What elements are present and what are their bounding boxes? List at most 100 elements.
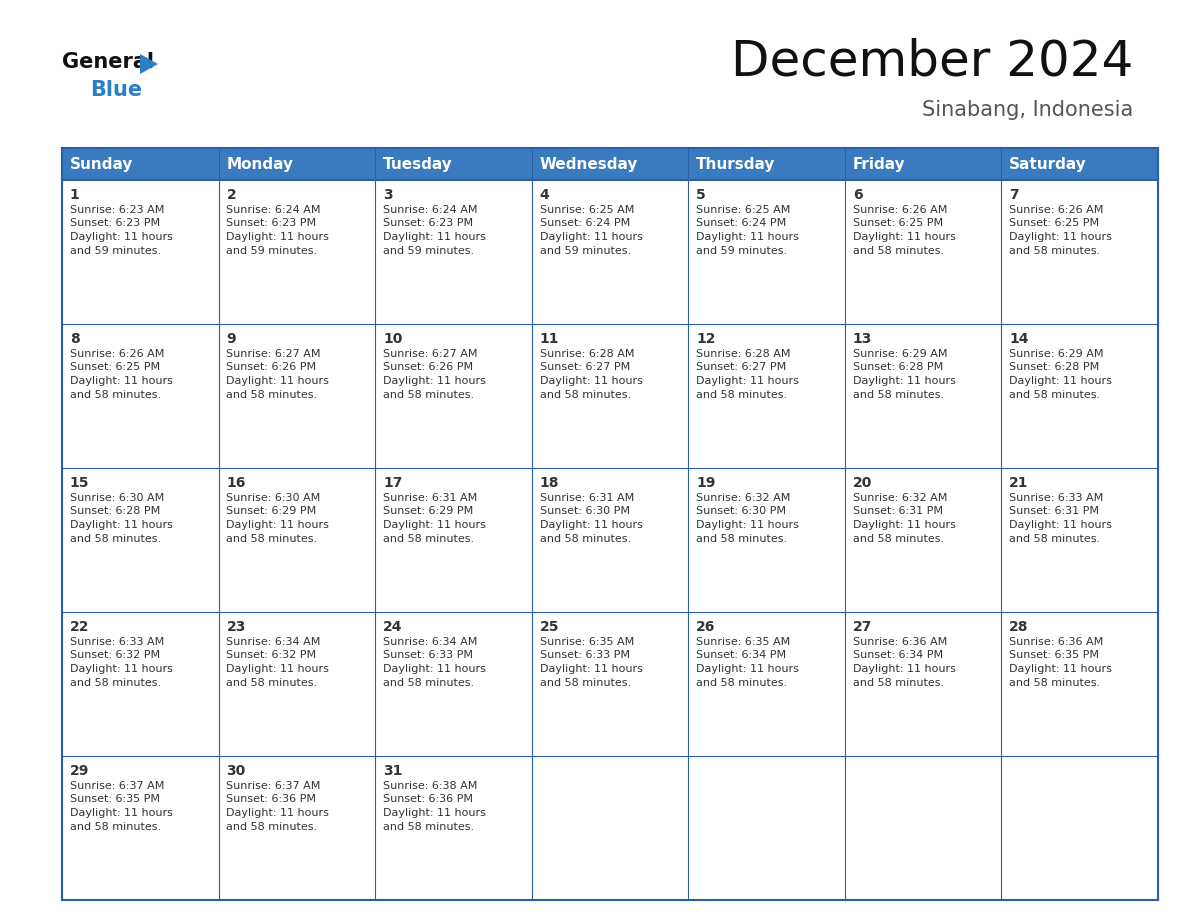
Bar (845, 612, 1001, 756)
Text: Sunset: 6:23 PM: Sunset: 6:23 PM (383, 218, 473, 229)
Text: and 58 minutes.: and 58 minutes. (853, 677, 943, 688)
Text: 18: 18 (539, 476, 560, 490)
Text: 21: 21 (1010, 476, 1029, 490)
Text: and 58 minutes.: and 58 minutes. (1010, 245, 1100, 255)
Text: Sunrise: 6:23 AM: Sunrise: 6:23 AM (70, 205, 164, 215)
Text: Sunset: 6:25 PM: Sunset: 6:25 PM (1010, 218, 1099, 229)
Text: Sunrise: 6:27 AM: Sunrise: 6:27 AM (227, 349, 321, 359)
Text: 30: 30 (227, 764, 246, 778)
Text: Sunset: 6:32 PM: Sunset: 6:32 PM (70, 651, 160, 660)
Text: Daylight: 11 hours: Daylight: 11 hours (383, 232, 486, 242)
Bar (532, 612, 688, 756)
Bar (1001, 756, 1158, 900)
Text: Daylight: 11 hours: Daylight: 11 hours (539, 376, 643, 386)
Text: and 59 minutes.: and 59 minutes. (227, 245, 317, 255)
Text: Sunrise: 6:35 AM: Sunrise: 6:35 AM (539, 637, 633, 647)
Bar (375, 612, 532, 756)
Text: Sunset: 6:27 PM: Sunset: 6:27 PM (539, 363, 630, 373)
Bar (688, 468, 845, 612)
Text: 3: 3 (383, 188, 392, 202)
Text: General: General (62, 52, 154, 72)
Bar (532, 756, 688, 900)
Text: Sunset: 6:33 PM: Sunset: 6:33 PM (539, 651, 630, 660)
Text: 29: 29 (70, 764, 89, 778)
Text: Sunrise: 6:32 AM: Sunrise: 6:32 AM (696, 493, 790, 503)
Bar (1001, 468, 1158, 612)
Bar (375, 756, 532, 900)
Text: and 58 minutes.: and 58 minutes. (1010, 533, 1100, 543)
Text: 16: 16 (227, 476, 246, 490)
Text: Sunrise: 6:33 AM: Sunrise: 6:33 AM (1010, 493, 1104, 503)
Text: Sunset: 6:27 PM: Sunset: 6:27 PM (696, 363, 786, 373)
Text: Daylight: 11 hours: Daylight: 11 hours (539, 664, 643, 674)
Text: Sunset: 6:35 PM: Sunset: 6:35 PM (70, 794, 160, 804)
Text: Sunrise: 6:36 AM: Sunrise: 6:36 AM (853, 637, 947, 647)
Text: Sunset: 6:28 PM: Sunset: 6:28 PM (70, 507, 160, 517)
Text: Sunset: 6:29 PM: Sunset: 6:29 PM (227, 507, 317, 517)
Bar (688, 756, 845, 900)
Text: Sunset: 6:34 PM: Sunset: 6:34 PM (853, 651, 943, 660)
Text: 7: 7 (1010, 188, 1019, 202)
Text: and 59 minutes.: and 59 minutes. (696, 245, 788, 255)
Text: Daylight: 11 hours: Daylight: 11 hours (70, 808, 172, 818)
Polygon shape (140, 54, 158, 74)
Text: Sunset: 6:26 PM: Sunset: 6:26 PM (227, 363, 316, 373)
Text: Sunrise: 6:29 AM: Sunrise: 6:29 AM (853, 349, 947, 359)
Text: Sunset: 6:24 PM: Sunset: 6:24 PM (539, 218, 630, 229)
Text: Daylight: 11 hours: Daylight: 11 hours (227, 376, 329, 386)
Text: Sunrise: 6:25 AM: Sunrise: 6:25 AM (539, 205, 634, 215)
Text: and 58 minutes.: and 58 minutes. (383, 677, 474, 688)
Text: 26: 26 (696, 620, 715, 634)
Bar (845, 148, 1001, 180)
Bar (219, 324, 375, 468)
Text: Thursday: Thursday (696, 156, 776, 172)
Text: Daylight: 11 hours: Daylight: 11 hours (696, 376, 800, 386)
Text: Daylight: 11 hours: Daylight: 11 hours (383, 664, 486, 674)
Text: Sunday: Sunday (70, 156, 133, 172)
Text: Sunset: 6:23 PM: Sunset: 6:23 PM (70, 218, 160, 229)
Text: 6: 6 (853, 188, 862, 202)
Bar (219, 612, 375, 756)
Text: 9: 9 (227, 332, 236, 346)
Text: 19: 19 (696, 476, 715, 490)
Text: and 58 minutes.: and 58 minutes. (696, 677, 788, 688)
Bar (1001, 324, 1158, 468)
Text: and 58 minutes.: and 58 minutes. (227, 822, 317, 832)
Text: Daylight: 11 hours: Daylight: 11 hours (383, 376, 486, 386)
Bar (1001, 148, 1158, 180)
Text: Daylight: 11 hours: Daylight: 11 hours (853, 520, 955, 530)
Text: Sunrise: 6:29 AM: Sunrise: 6:29 AM (1010, 349, 1104, 359)
Text: Sunrise: 6:35 AM: Sunrise: 6:35 AM (696, 637, 790, 647)
Bar (845, 180, 1001, 324)
Text: Sunrise: 6:38 AM: Sunrise: 6:38 AM (383, 781, 478, 791)
Text: 24: 24 (383, 620, 403, 634)
Bar (845, 324, 1001, 468)
Bar (62, 612, 219, 756)
Text: and 58 minutes.: and 58 minutes. (227, 677, 317, 688)
Text: and 58 minutes.: and 58 minutes. (70, 822, 160, 832)
Text: and 59 minutes.: and 59 minutes. (383, 245, 474, 255)
Text: Daylight: 11 hours: Daylight: 11 hours (1010, 664, 1112, 674)
Text: and 58 minutes.: and 58 minutes. (853, 389, 943, 399)
Text: Sunrise: 6:32 AM: Sunrise: 6:32 AM (853, 493, 947, 503)
Bar (1001, 612, 1158, 756)
Bar (375, 180, 532, 324)
Text: Sunrise: 6:24 AM: Sunrise: 6:24 AM (383, 205, 478, 215)
Text: 14: 14 (1010, 332, 1029, 346)
Text: Sunrise: 6:31 AM: Sunrise: 6:31 AM (539, 493, 633, 503)
Text: and 58 minutes.: and 58 minutes. (539, 677, 631, 688)
Text: 25: 25 (539, 620, 560, 634)
Text: 11: 11 (539, 332, 560, 346)
Bar (62, 468, 219, 612)
Text: Sunrise: 6:26 AM: Sunrise: 6:26 AM (1010, 205, 1104, 215)
Text: Daylight: 11 hours: Daylight: 11 hours (383, 808, 486, 818)
Text: Daylight: 11 hours: Daylight: 11 hours (70, 664, 172, 674)
Text: Daylight: 11 hours: Daylight: 11 hours (696, 232, 800, 242)
Text: Friday: Friday (853, 156, 905, 172)
Text: Saturday: Saturday (1010, 156, 1087, 172)
Text: Sunrise: 6:34 AM: Sunrise: 6:34 AM (227, 637, 321, 647)
Bar (375, 148, 532, 180)
Text: Sunset: 6:35 PM: Sunset: 6:35 PM (1010, 651, 1099, 660)
Bar (688, 612, 845, 756)
Text: Daylight: 11 hours: Daylight: 11 hours (853, 232, 955, 242)
